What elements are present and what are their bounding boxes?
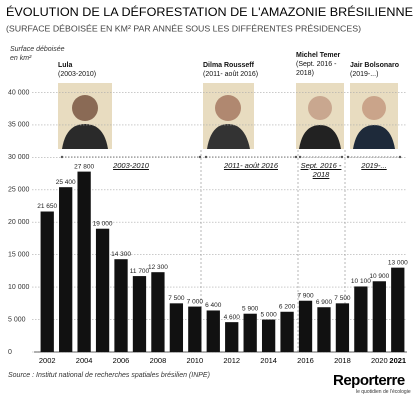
- period-end: [198, 155, 202, 159]
- value-label: 6 900: [316, 299, 333, 306]
- bar: [114, 259, 128, 352]
- bar: [391, 267, 405, 352]
- value-label: 7 000: [187, 298, 204, 305]
- value-label: 7 900: [297, 292, 314, 299]
- x-tick-label: 2006: [113, 356, 130, 365]
- period-end: [294, 155, 298, 159]
- x-tick-label: 2004: [76, 356, 93, 365]
- value-label: 13 000: [388, 259, 408, 266]
- y-tick-label: 25 000: [8, 187, 30, 194]
- chart-subtitle: (SURFACE DÉBOISÉE EN KM² PAR ANNÉE SOUS …: [6, 23, 361, 33]
- value-label: 4 600: [224, 314, 241, 321]
- x-tick-label: 2021: [389, 356, 406, 365]
- bar: [372, 281, 386, 352]
- x-tick-label: 2012: [223, 356, 240, 365]
- value-label: 19 000: [93, 220, 113, 227]
- bar: [169, 303, 184, 352]
- bar: [354, 286, 368, 352]
- y-tick-label: 20 000: [8, 219, 30, 226]
- x-tick-label: 2018: [334, 356, 351, 365]
- source: Source : Institut national de recherches…: [8, 372, 210, 379]
- y-tick-label: 0: [8, 349, 12, 356]
- value-label: 10 100: [351, 278, 371, 285]
- period-label: 2011- août 2016: [223, 161, 279, 170]
- y-tick-label: 30 000: [8, 154, 30, 161]
- portraits: [58, 83, 398, 149]
- value-label: 5 900: [242, 305, 259, 312]
- bar: [40, 211, 54, 352]
- period-end: [204, 155, 208, 159]
- period-end: [346, 155, 350, 159]
- y-tick-label: 15 000: [8, 252, 30, 259]
- bar: [151, 272, 165, 352]
- president-term: (2011- août 2016): [203, 71, 259, 78]
- bar: [188, 306, 202, 352]
- president-term: (Sept. 2016 - 2018): [296, 61, 337, 77]
- president-term: (2003-2010): [58, 71, 97, 78]
- x-tick-label: 2016: [297, 356, 314, 365]
- value-label: 7 500: [334, 295, 351, 302]
- period-label: Sept. 2016 - 2018: [300, 161, 342, 179]
- bar: [261, 319, 276, 352]
- period-end: [398, 155, 402, 159]
- x-tick-label: 2020: [371, 356, 388, 365]
- y-axis-label: Surface déboisée en km²: [10, 46, 65, 62]
- president-name: Jair Bolsonaro: [350, 62, 400, 69]
- president-term: (2019-...): [350, 71, 379, 78]
- bar: [77, 171, 91, 352]
- president-name: Lula: [58, 62, 73, 69]
- bar: [298, 300, 313, 352]
- y-tick-label: 40 000: [8, 89, 30, 96]
- bar: [206, 310, 220, 352]
- value-label: 10 900: [369, 273, 389, 280]
- y-tick-label: 5 000: [8, 316, 26, 323]
- logo-tagline: le quotidien de l'écologie: [356, 389, 411, 395]
- value-label: 27 800: [74, 163, 94, 170]
- bar: [335, 303, 350, 352]
- x-tick-label: 2008: [150, 356, 167, 365]
- value-label: 6 200: [279, 303, 296, 310]
- value-label: 6 400: [205, 302, 222, 309]
- value-label: 7 500: [168, 295, 185, 302]
- value-label: 11 700: [130, 268, 150, 275]
- x-tick-label: 2014: [260, 356, 277, 365]
- period-label: 2019-...: [361, 161, 387, 170]
- logo: Reporterre: [333, 372, 405, 389]
- president-name: Michel Temer: [296, 52, 341, 59]
- value-label: 5 000: [260, 311, 277, 318]
- period-end: [340, 155, 344, 159]
- bar: [95, 228, 110, 352]
- x-tick-label: 2002: [39, 356, 56, 365]
- y-tick-label: 10 000: [8, 284, 30, 291]
- value-label: 14 300: [111, 251, 131, 258]
- value-label: 25 400: [56, 179, 76, 186]
- bar: [225, 322, 239, 352]
- x-tick-label: 2010: [186, 356, 203, 365]
- bar: [280, 311, 294, 352]
- bar: [243, 313, 257, 352]
- president-name: Dilma Rousseff: [203, 62, 254, 69]
- bar: [59, 187, 73, 352]
- chart-title: ÉVOLUTION DE LA DÉFORESTATION DE L'AMAZO…: [6, 4, 413, 19]
- value-label: 12 300: [148, 264, 168, 271]
- y-tick-label: 35 000: [8, 122, 30, 129]
- period-end: [60, 155, 64, 159]
- value-label: 21 650: [37, 203, 57, 210]
- period-end: [298, 155, 302, 159]
- period-label: 2003-2010: [113, 161, 149, 170]
- bar: [317, 307, 331, 352]
- bar: [132, 276, 147, 352]
